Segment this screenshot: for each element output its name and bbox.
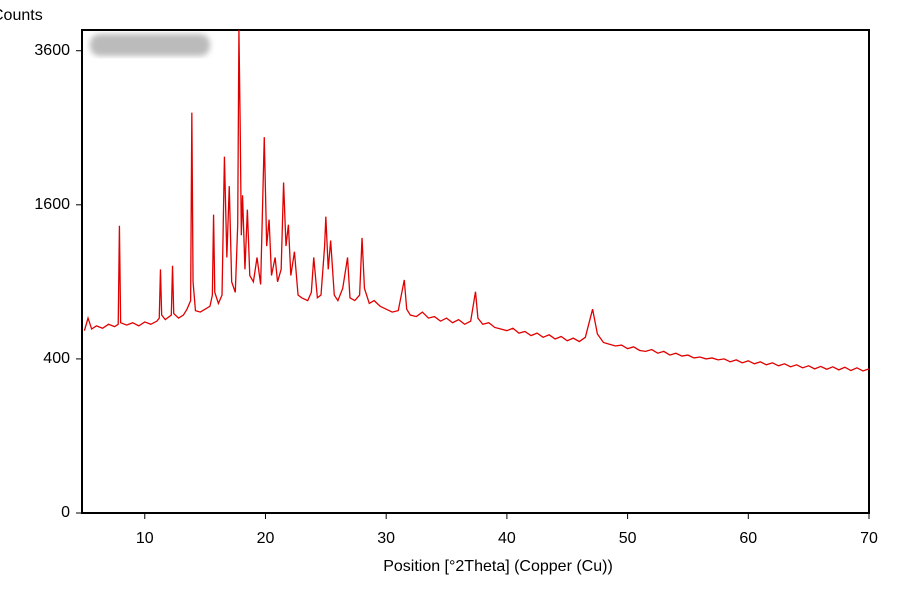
y-tick-label: 3600 (34, 42, 70, 59)
x-tick-label: 70 (860, 530, 878, 547)
x-axis-label: Position [°2Theta] (Copper (Cu)) (383, 558, 613, 575)
plot-frame (81, 29, 870, 514)
redacted-label (90, 34, 210, 56)
y-axis-label: Counts (0, 7, 43, 24)
x-tick-label: 60 (739, 530, 757, 547)
x-tick-label: 50 (619, 530, 637, 547)
y-tick-label: 400 (43, 350, 70, 367)
x-tick-label: 40 (498, 530, 516, 547)
x-tick-label: 20 (257, 530, 275, 547)
y-tick-label: 0 (61, 504, 70, 521)
x-tick-label: 30 (377, 530, 395, 547)
data-line (83, 29, 870, 372)
y-tick-label: 1600 (34, 196, 70, 213)
x-tick-label: 10 (136, 530, 154, 547)
